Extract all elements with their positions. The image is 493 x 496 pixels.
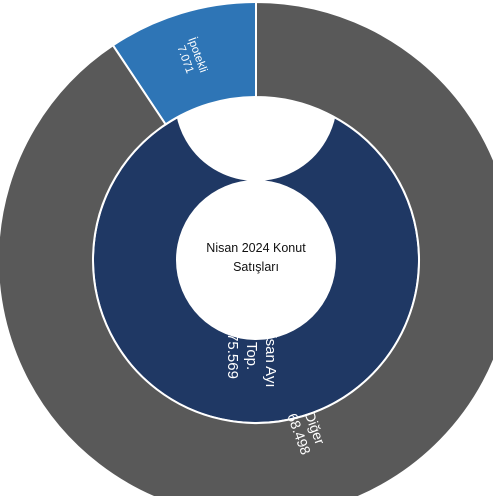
center-hole	[176, 180, 336, 340]
center-label: Satışları	[233, 260, 279, 274]
inner-slice-label: Nisan Ayı	[262, 324, 279, 387]
inner-slice-label: 75.569	[224, 333, 241, 379]
center-label: Nisan 2024 Konut	[206, 241, 306, 255]
inner-slice-label: Top.	[243, 342, 260, 370]
